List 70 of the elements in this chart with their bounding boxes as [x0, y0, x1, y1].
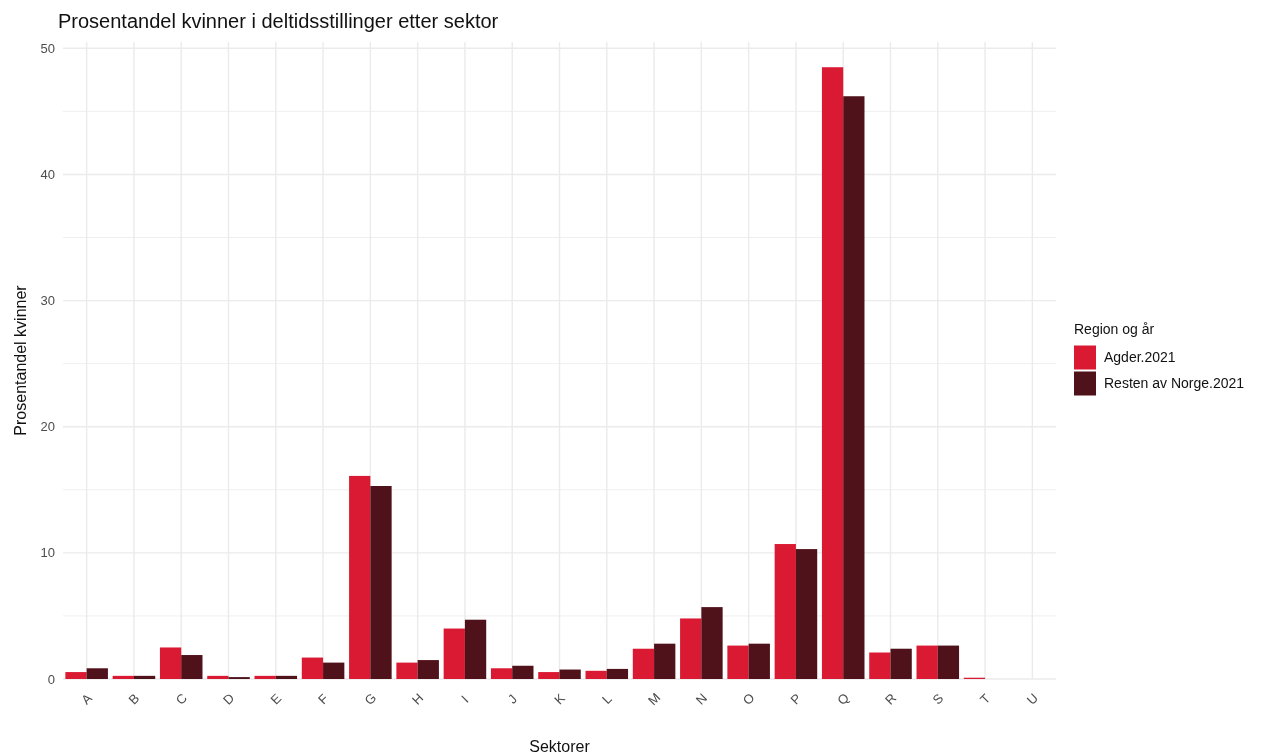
bar [606, 668, 629, 679]
x-tick-label: R [881, 690, 900, 708]
bar [254, 675, 276, 679]
bar [795, 549, 818, 679]
bar [133, 675, 156, 679]
x-tick-label: O [739, 690, 758, 708]
bar [443, 628, 465, 679]
x-tick-label: U [1023, 690, 1042, 708]
y-tick-label: 50 [40, 40, 55, 56]
x-tick-label: Q [834, 690, 853, 708]
bar [821, 67, 844, 679]
x-axis-title: Sektorer [529, 738, 591, 755]
bar [464, 619, 487, 679]
bar [559, 669, 581, 679]
bar [843, 96, 865, 679]
x-tick-label: A [78, 690, 96, 708]
bar [774, 544, 796, 679]
x-tick-label: K [551, 690, 569, 708]
bar [538, 672, 560, 679]
x-tick-label: P [787, 690, 805, 708]
bar [680, 618, 702, 679]
x-tick-label: E [267, 690, 285, 708]
bar [207, 675, 229, 679]
x-tick-label: J [504, 691, 520, 707]
bar [490, 668, 513, 679]
y-tick-label: 40 [40, 167, 55, 182]
legend-label: Resten av Norge.2021 [1104, 375, 1245, 392]
y-axis-title: Prosentandel kvinner [12, 284, 29, 436]
x-tick-label: T [976, 690, 994, 708]
bar [701, 607, 723, 679]
y-tick-label: 20 [40, 419, 55, 435]
x-tick-label: G [361, 690, 380, 708]
bar [275, 675, 298, 679]
x-tick-label: F [314, 690, 332, 708]
bar [937, 645, 960, 679]
bar [181, 655, 203, 679]
x-tick-label: I [458, 692, 472, 706]
bar [727, 645, 749, 679]
y-tick-label: 0 [47, 671, 55, 687]
bar [512, 665, 534, 679]
bar [323, 662, 345, 679]
y-tick-label: 30 [40, 293, 55, 309]
x-tick-label: D [219, 690, 238, 708]
bar [632, 648, 655, 679]
x-tick-label: C [172, 690, 190, 708]
bar [65, 672, 87, 679]
x-tick-label: L [598, 691, 615, 707]
bar [86, 668, 108, 679]
bar [869, 652, 891, 679]
bar [654, 643, 676, 679]
bar [112, 675, 134, 679]
x-tick-label: B [125, 690, 143, 708]
y-tick-label: 10 [40, 545, 55, 561]
bar [417, 660, 439, 679]
bar [585, 670, 607, 679]
bar [301, 657, 324, 679]
bar [159, 647, 182, 679]
x-tick-label: M [644, 689, 664, 709]
legend-label: Agder.2021 [1104, 349, 1176, 366]
bar [748, 643, 770, 679]
x-tick-label: H [409, 690, 427, 708]
chart-title: Prosentandel kvinner i deltidsstillinger etter sektor [58, 10, 499, 32]
bar [396, 662, 418, 679]
bar [916, 645, 938, 679]
bar [370, 486, 392, 679]
bar [890, 648, 912, 679]
bar [349, 475, 371, 679]
legend-title: Region og år [1074, 320, 1155, 337]
x-tick-label: S [929, 690, 947, 708]
x-tick-label: N [692, 690, 711, 708]
